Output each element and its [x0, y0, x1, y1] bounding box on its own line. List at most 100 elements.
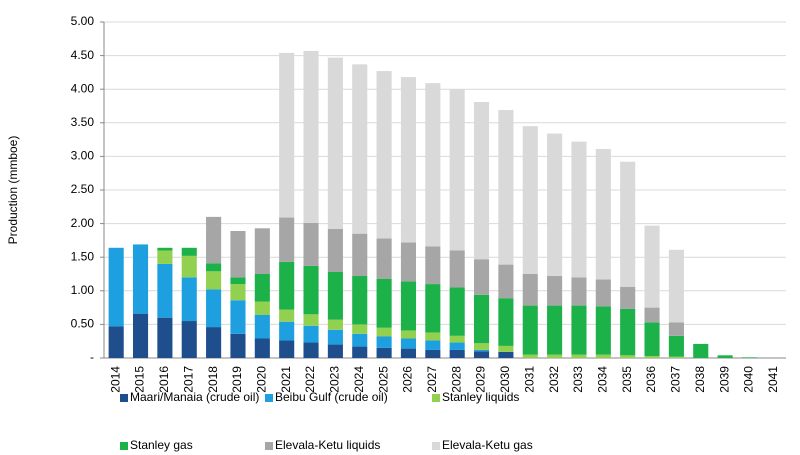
bar-segment	[473, 351, 490, 358]
bar-segment	[449, 335, 465, 343]
bar-segment	[473, 294, 490, 344]
y-tick-label: 2.50	[71, 182, 95, 196]
bar-segment	[425, 332, 441, 341]
bar-segment	[449, 89, 465, 251]
bar-segment	[425, 246, 441, 285]
bar-segment	[620, 355, 636, 358]
bar-segment	[206, 216, 222, 264]
bar-segment	[595, 149, 611, 280]
bar-segment	[571, 354, 587, 358]
x-tick-label: 2029	[474, 366, 488, 393]
bar-segment	[157, 263, 173, 318]
legend-swatch	[432, 442, 440, 450]
legend-label: Stanley liquids	[442, 390, 519, 404]
bar-segment	[132, 313, 149, 358]
bar-segment	[279, 261, 295, 310]
bar-segment	[498, 345, 514, 352]
bar-segment	[206, 327, 222, 358]
bar-segment	[449, 349, 465, 358]
bar-segment	[206, 289, 222, 328]
legend-label: Stanley gas	[130, 438, 193, 452]
y-tick-label: 1.50	[71, 249, 95, 263]
bar-segment	[254, 338, 270, 358]
bar-segment	[620, 161, 636, 287]
bar-segment	[644, 322, 660, 356]
x-tick-label: 2040	[742, 366, 756, 393]
x-tick-label: 2024	[352, 366, 366, 393]
x-tick-label: 2017	[181, 366, 195, 393]
bar-segment	[108, 247, 124, 327]
x-tick-label: 2021	[279, 366, 293, 393]
bar-segment	[717, 355, 733, 358]
bar-segment	[571, 277, 587, 306]
bar-segment	[327, 329, 343, 345]
bar-segment	[327, 57, 343, 229]
bar-segment	[206, 263, 222, 272]
bar-segment	[400, 242, 417, 282]
bar-segment	[303, 222, 319, 266]
bar-segment	[449, 250, 465, 288]
bar-segment	[473, 343, 490, 350]
x-tick-label: 2022	[303, 366, 317, 393]
bar-segment	[279, 217, 295, 262]
y-tick-label: 4.00	[71, 81, 95, 95]
bar-segment	[644, 307, 660, 323]
y-tick-label: 3.50	[71, 115, 95, 129]
bar-segment	[303, 50, 319, 223]
bar-segment	[522, 126, 538, 274]
bar-segment	[279, 340, 295, 358]
bar-segment	[181, 247, 197, 256]
bar-segment	[230, 277, 246, 285]
bar-segment	[498, 110, 514, 265]
bar-segment	[157, 317, 173, 358]
bar-segment	[254, 274, 270, 302]
x-tick-label: 2039	[717, 366, 731, 393]
bar-segment	[473, 349, 490, 352]
bar-segment	[279, 52, 295, 218]
bar-segment	[181, 277, 197, 322]
bar-segment	[327, 344, 343, 358]
x-tick-label: 2035	[620, 366, 634, 393]
x-tick-label: 2031	[522, 366, 536, 393]
x-tick-label: 2023	[328, 366, 342, 393]
bar-segment	[400, 281, 417, 331]
y-tick-label: 3.00	[71, 149, 95, 163]
bar-segment	[376, 238, 392, 279]
x-tick-label: 2015	[133, 366, 147, 393]
bar-segment	[473, 101, 490, 260]
x-tick-label: 2026	[401, 366, 415, 393]
bar-segment	[571, 305, 587, 355]
legend-label: Maari/Manaia (crude oil)	[130, 390, 259, 404]
x-tick-label: 2041	[766, 366, 780, 393]
bar-segment	[620, 286, 636, 309]
legend-swatch	[265, 394, 273, 402]
bar-segment	[741, 357, 758, 358]
bar-segment	[498, 351, 514, 358]
x-tick-label: 2018	[206, 366, 220, 393]
bar-segment	[425, 349, 441, 358]
bar-segment	[327, 271, 343, 320]
x-tick-label: 2016	[157, 366, 171, 393]
x-tick-label: 2014	[108, 366, 122, 393]
y-tick-label: 5.00	[71, 14, 95, 28]
y-tick-label: -	[90, 350, 94, 364]
bar-segment	[230, 333, 246, 358]
legend-label: Beibu Gulf (crude oil)	[275, 390, 388, 404]
x-tick-label: 2030	[498, 366, 512, 393]
x-tick-label: 2025	[376, 366, 390, 393]
bar-segment	[522, 274, 538, 306]
bar-segment	[352, 333, 368, 347]
legend-swatch	[432, 394, 440, 402]
bar-segment	[206, 271, 222, 290]
x-tick-label: 2020	[254, 366, 268, 393]
x-tick-label: 2032	[547, 366, 561, 393]
x-tick-label: 2037	[669, 366, 683, 393]
bar-segment	[181, 255, 197, 278]
bar-segment	[376, 336, 392, 348]
bar-segment	[376, 347, 392, 358]
bar-segment	[522, 305, 538, 355]
y-tick-label: 4.50	[71, 48, 95, 62]
bar-segment	[668, 335, 684, 357]
bar-segment	[449, 287, 465, 336]
bar-segment	[303, 325, 319, 343]
